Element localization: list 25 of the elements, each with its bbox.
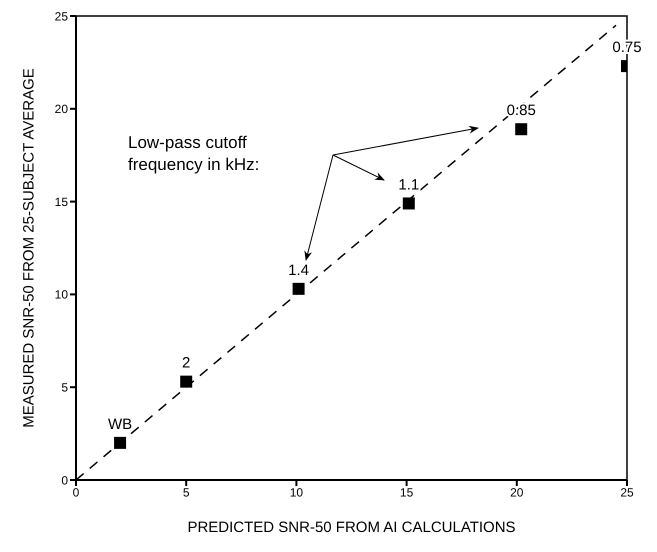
y-tick-label: 0 xyxy=(61,473,68,488)
y-tick-label: 5 xyxy=(61,380,68,394)
point xyxy=(180,376,192,388)
annotation: 1.4 xyxy=(288,262,310,279)
x-tick-label: 15 xyxy=(400,486,414,500)
point xyxy=(402,197,415,210)
annotation: 0.85 xyxy=(506,102,536,120)
annotation: 1.1 xyxy=(398,176,420,194)
x-tick-label: 20 xyxy=(510,486,524,500)
y-tick-label: 25 xyxy=(54,9,68,24)
point xyxy=(292,282,305,295)
x-tick-label: 10 xyxy=(290,486,304,500)
annotation: WB xyxy=(108,416,132,433)
x-tick-label: 25 xyxy=(620,486,634,500)
y-tick-label: 15 xyxy=(54,194,68,209)
point xyxy=(515,123,528,136)
x-axis-title: PREDICTED SNR-50 FROM AI CALCULATIONS xyxy=(187,519,516,536)
x-tick-label: 0 xyxy=(72,486,80,500)
annotation: 2 xyxy=(182,354,190,372)
annotation: Low-pass cutoff frequency in kHz: xyxy=(128,132,260,176)
x-tick-label: 5 xyxy=(182,486,190,500)
point xyxy=(114,436,126,449)
y-axis-title: MEASURED SNR-50 FROM 25-SUBJECT AVERAGE xyxy=(20,68,38,428)
y-tick-label: 10 xyxy=(54,288,68,302)
y-tick-label: 20 xyxy=(54,102,68,116)
